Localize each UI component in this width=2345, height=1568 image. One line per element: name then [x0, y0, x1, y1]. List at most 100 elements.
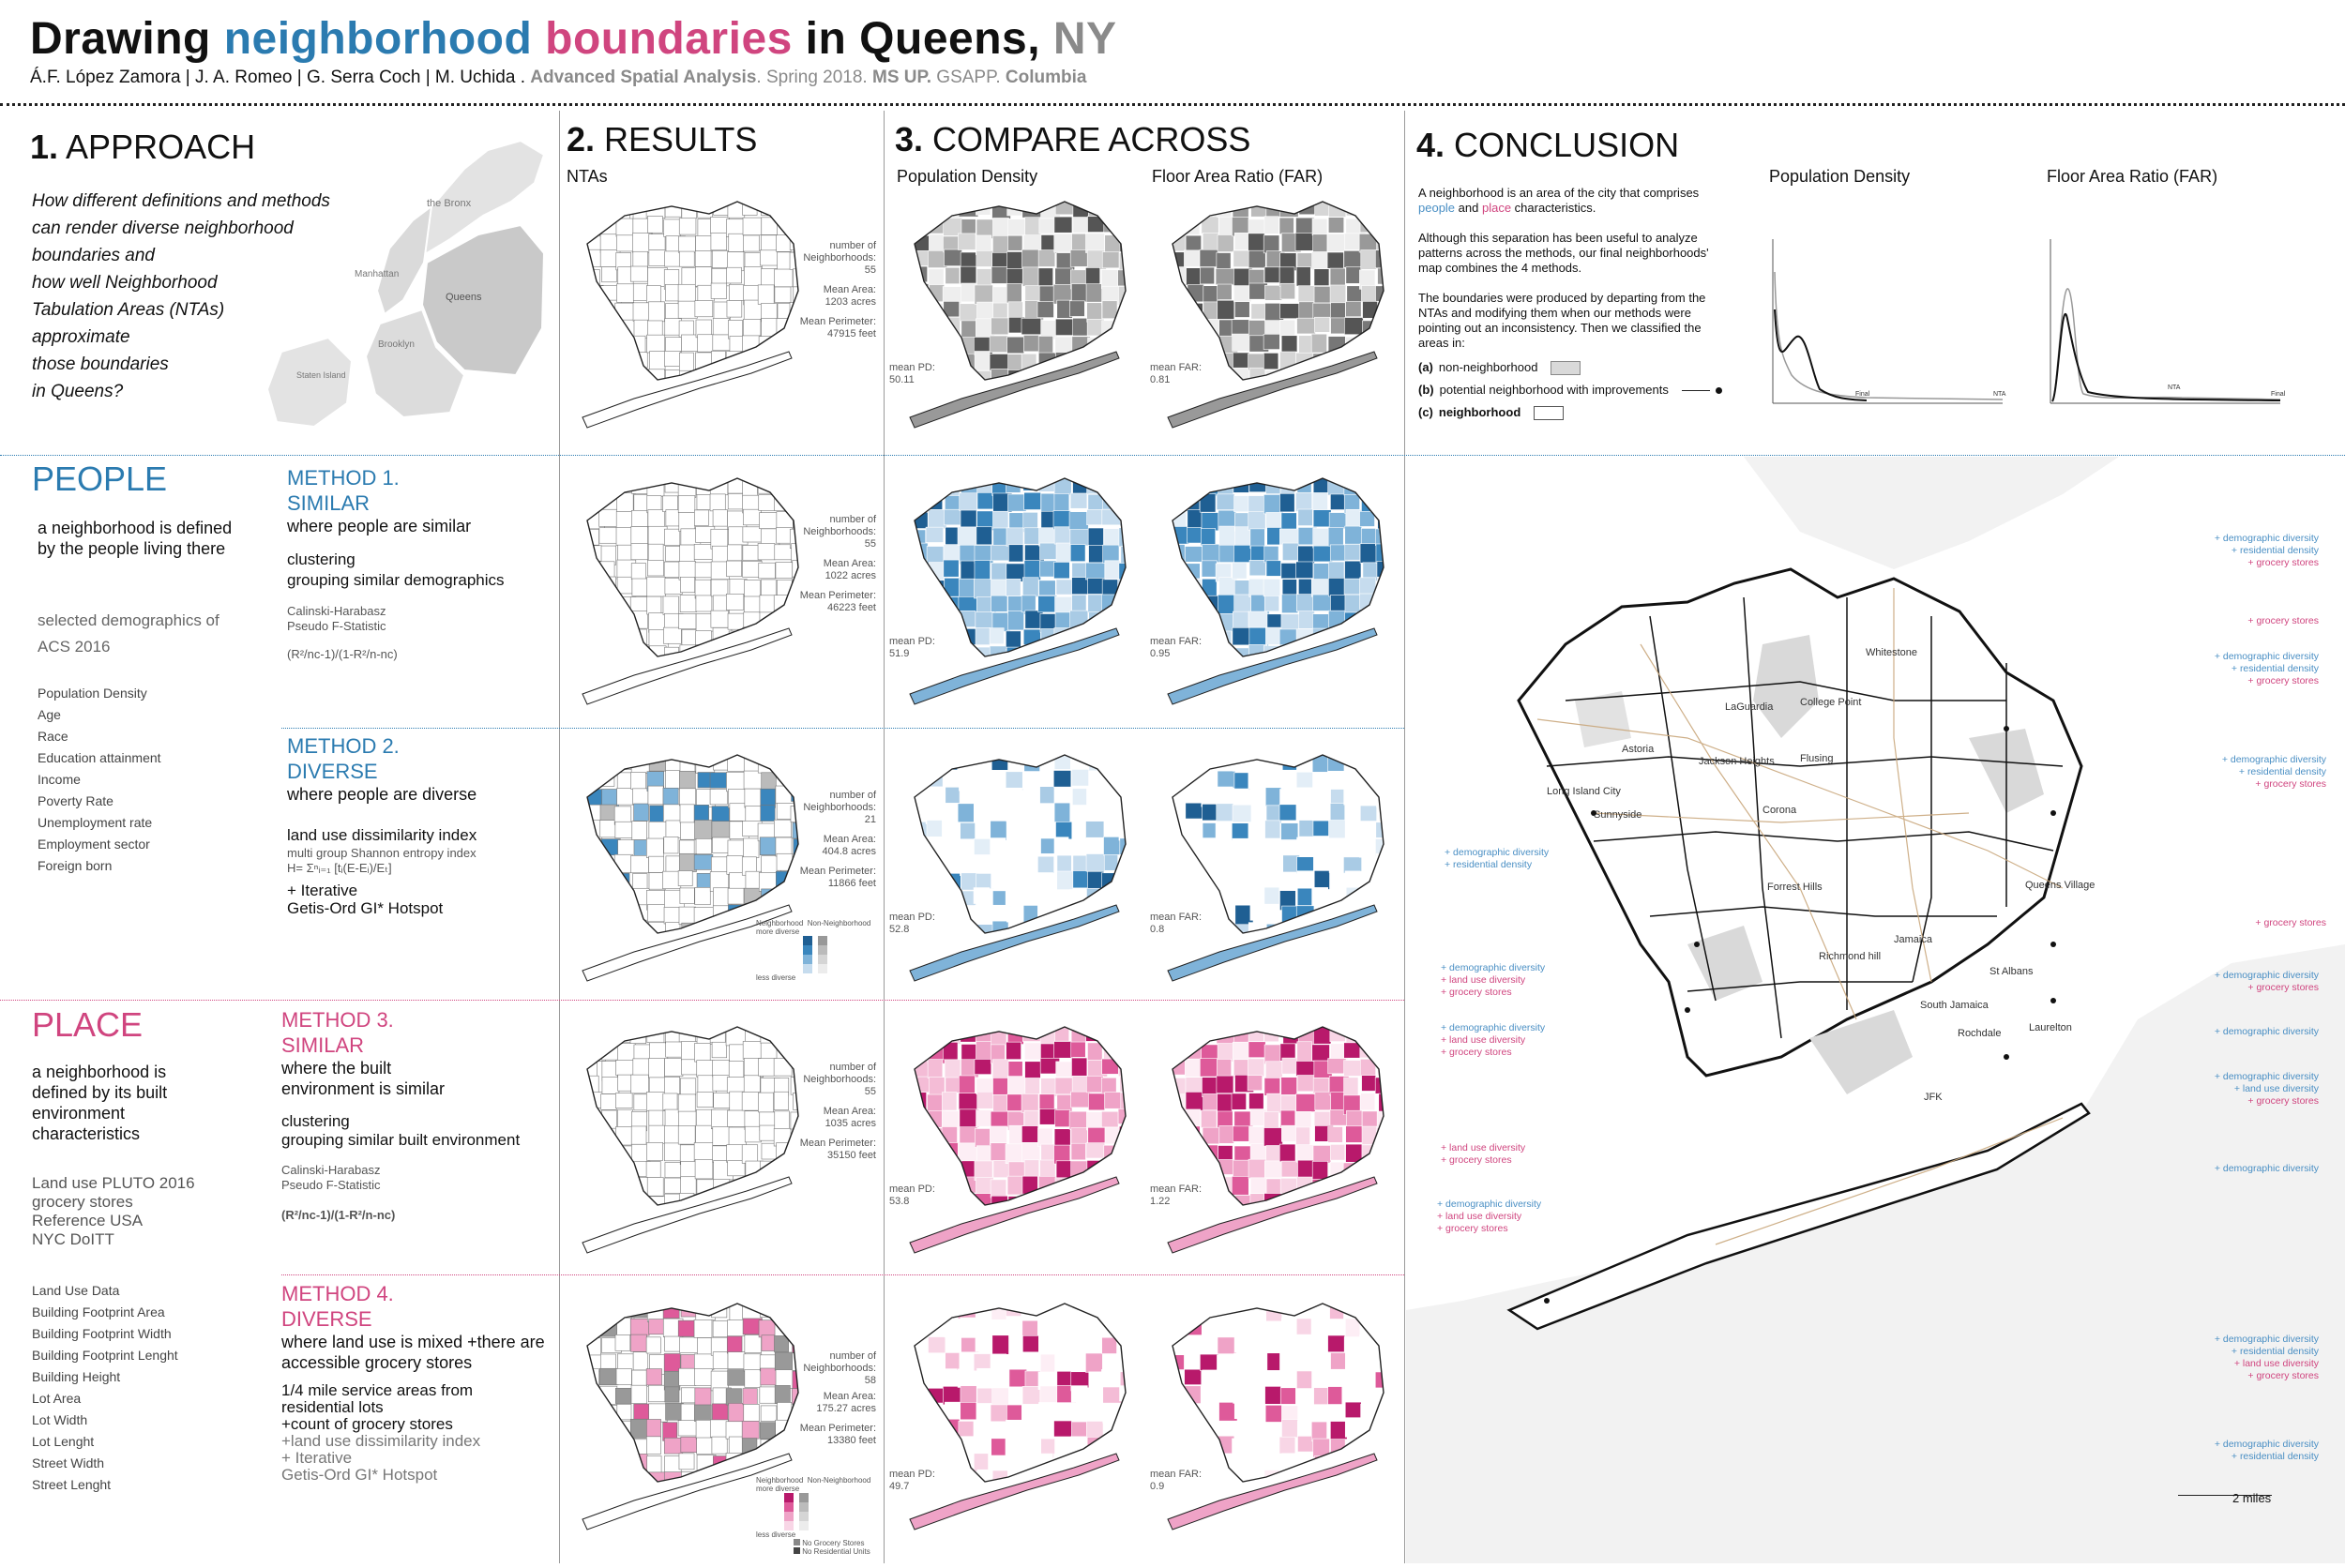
method3-subtitle: SIMILAR	[281, 1033, 365, 1057]
method2-legend: Neighborhood Non-Neighborhood more diver…	[756, 919, 871, 982]
people-title: PEOPLE	[32, 460, 168, 498]
annotation-14: + demographic diversity + land use divers…	[1437, 1199, 1542, 1234]
place-sunnyside: Sunnyside	[1594, 809, 1642, 821]
method3-formula: (R²/nc-1)/(1-R²/n-nc)	[281, 1208, 396, 1222]
method1-desc: where people are similar	[287, 517, 472, 535]
university: Columbia	[1005, 68, 1087, 87]
nyc-boroughs-map: the Bronx Manhattan Queens Brooklyn Stat…	[263, 113, 553, 450]
method4-divider	[281, 1274, 1404, 1275]
far-m4: mean FAR: 0.9	[1150, 1469, 1203, 1492]
svg-text:NTA: NTA	[1993, 391, 2006, 398]
map-m3-far	[1154, 1013, 1398, 1261]
people-variables: Population Density Age Race Education atta…	[38, 686, 161, 873]
stats-m3: number of Neighborhoods: 55 Mean Area: 103…	[799, 1062, 876, 1161]
annotation-15: + demographic diversity + residential den…	[2214, 1334, 2319, 1381]
far-final-line	[2051, 313, 2281, 402]
rockaway	[1506, 1102, 2091, 1331]
conclusion-p3: The boundaries were produced by departin…	[1418, 291, 1706, 350]
map-nta-results	[568, 188, 812, 436]
method2-block: METHOD 2. DIVERSE where people are diver…	[287, 733, 550, 917]
place-corona: Corona	[1763, 805, 1797, 816]
method2-iter: + Iterative	[287, 882, 358, 899]
pd-final-line	[1774, 309, 1868, 401]
svg-text:NTA: NTA	[2168, 384, 2181, 391]
pd-m3: mean PD: 53.8	[889, 1184, 935, 1207]
annotation-5: + demographic diversity + residential den…	[1445, 847, 1550, 870]
pd-m4: mean PD: 49.7	[889, 1469, 935, 1492]
map-m4-pd	[896, 1289, 1140, 1538]
map-nta-pd	[896, 188, 1140, 436]
annotation-11: + demographic diversity + land use divers…	[2214, 1071, 2319, 1107]
method2-desc: where people are diverse	[287, 785, 477, 804]
pd-nta-line	[1774, 271, 2004, 400]
svg-text:Final: Final	[1855, 391, 1870, 398]
authors: Á.F. López Zamora | J. A. Romeo | G. Ser…	[30, 68, 526, 87]
method4-line2: +count of grocery stores	[281, 1415, 453, 1433]
method2-hotspot: Getis-Ord GI* Hotspot	[287, 899, 444, 917]
map-m2-results	[568, 741, 812, 989]
map-m1-pd	[896, 464, 1140, 713]
place-forrest-hills: Forrest Hills	[1767, 882, 1823, 893]
pd-m2: mean PD: 52.8	[889, 912, 935, 935]
method2-formula: H= Σⁿᵢ₌₁ [tᵢ(E-Eᵢ)/Eₜ]	[287, 861, 392, 875]
annotation-3: + demographic diversity + residential den…	[2214, 651, 2319, 686]
title-part2: in Queens,	[792, 14, 1053, 64]
method3-title: METHOD 3.	[281, 1008, 394, 1032]
far-nta: mean FAR: 0.81	[1150, 362, 1203, 385]
method2-subtitle: DIVERSE	[287, 760, 378, 783]
annotation-13: + demographic diversity	[2214, 1163, 2319, 1174]
title-ny: NY	[1052, 14, 1117, 64]
place-richmond-hill: Richmond hill	[1819, 951, 1881, 962]
school: GSAPP.	[936, 68, 1001, 87]
title-boundaries: boundaries	[545, 14, 793, 64]
method3-technique: clustering	[281, 1112, 350, 1130]
term: . Spring 2018.	[756, 68, 868, 87]
queens-outline	[1517, 567, 2083, 1078]
label-bronx: the Bronx	[427, 198, 472, 209]
label-brooklyn: Brooklyn	[378, 339, 415, 350]
svg-text:Final: Final	[2271, 391, 2285, 398]
conclusion-text: A neighborhood is an area of the city th…	[1418, 186, 1728, 420]
map-m3-pd	[896, 1013, 1140, 1261]
people-desc: a neighborhood is defined by the people …	[38, 519, 233, 558]
place-variables: Land Use Data Building Footprint Area Buil…	[32, 1283, 178, 1492]
compare-heading: 3. COMPARE ACROSS	[895, 120, 1251, 158]
method1-technique: clustering	[287, 550, 356, 568]
annotation-9: + demographic diversity + land use divers…	[1441, 1022, 1546, 1058]
compare-col2: Floor Area Ratio (FAR)	[1152, 167, 1324, 186]
annotation-6: + grocery stores	[2255, 917, 2326, 928]
chart-pd: Final NTA	[1763, 234, 2007, 417]
title-part1: Drawing	[30, 14, 224, 64]
label-manhattan: Manhattan	[355, 269, 399, 279]
poster-title: Drawing neighborhood boundaries in Queen…	[30, 13, 1117, 65]
place-jamaica: Jamaica	[1894, 934, 1933, 945]
place-queens-village: Queens Village	[2025, 880, 2095, 891]
method2-title: METHOD 2.	[287, 734, 400, 758]
method1-stat1: Calinski-Harabasz	[287, 604, 386, 618]
far-m2: mean FAR: 0.8	[1150, 912, 1203, 935]
map-m1-results	[568, 464, 812, 713]
place-title: PLACE	[32, 1005, 144, 1044]
program: MS UP.	[872, 68, 932, 87]
place-college-point: College Point	[1800, 697, 1861, 708]
annotation-4: + demographic diversity + residential den…	[2221, 754, 2326, 790]
annotation-7: + demographic diversity + land use divers…	[1441, 962, 1546, 998]
title-neighborhood: neighborhood	[223, 14, 533, 64]
stats-nta: number of Neighborhoods: 55 Mean Area: 120…	[799, 240, 876, 339]
map-m4-far	[1154, 1289, 1398, 1538]
authors-line: Á.F. López Zamora | J. A. Romeo | G. Ser…	[30, 68, 1086, 88]
place-astoria: Astoria	[1622, 744, 1655, 755]
annotation-10: + demographic diversity	[2214, 1026, 2319, 1037]
label-staten-island: Staten Island	[296, 370, 346, 380]
legend-b: (b) potential neighborhood with improveme…	[1418, 383, 1728, 398]
final-map: Whitestone LaGuardia College Point Astor…	[1406, 457, 2345, 1563]
stats-m1: number of Neighborhoods: 55 Mean Area: 102…	[799, 514, 876, 613]
map-m3-results	[568, 1013, 812, 1261]
chart-far-title: Floor Area Ratio (FAR)	[2047, 167, 2218, 186]
people-source: selected demographics of ACS 2016	[38, 611, 219, 656]
far-m1: mean FAR: 0.95	[1150, 636, 1203, 659]
far-m3: mean FAR: 1.22	[1150, 1184, 1203, 1207]
place-rochdale: Rochdale	[1958, 1028, 2001, 1039]
method4-title: METHOD 4.	[281, 1282, 394, 1305]
label-queens: Queens	[446, 292, 482, 303]
